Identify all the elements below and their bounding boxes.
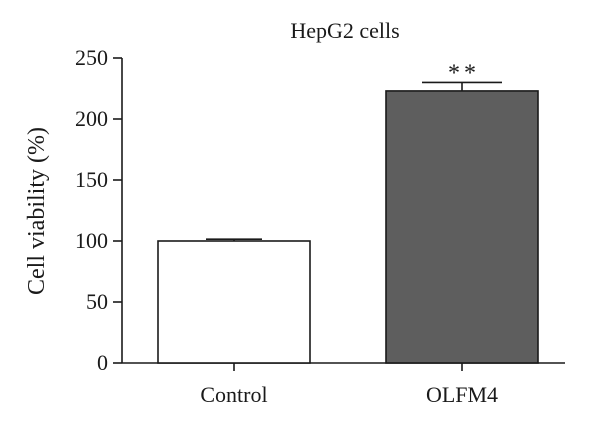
y-axis: 0 50 100 150 200 250	[75, 45, 123, 375]
y-tick-label-0: 0	[97, 350, 108, 375]
x-axis	[122, 362, 565, 371]
y-tick-label-100: 100	[75, 228, 108, 253]
y-tick-label-50: 50	[86, 289, 108, 314]
y-tick-label-200: 200	[75, 106, 108, 131]
chart-title: HepG2 cells	[290, 18, 399, 43]
category-labels: Control OLFM4	[200, 382, 498, 407]
significance-annotations: **	[448, 60, 480, 86]
bar-control	[157, 240, 311, 364]
x-tick-label-control: Control	[200, 382, 267, 407]
y-tick-label-150: 150	[75, 167, 108, 192]
y-axis-label: Cell viability (%)	[24, 127, 50, 295]
bars	[157, 90, 539, 364]
bar-olfm4	[385, 90, 539, 364]
error-bars	[206, 81, 502, 241]
significance-olfm4: **	[448, 60, 480, 86]
x-tick-label-olfm4: OLFM4	[426, 382, 498, 407]
y-tick-label-250: 250	[75, 45, 108, 70]
